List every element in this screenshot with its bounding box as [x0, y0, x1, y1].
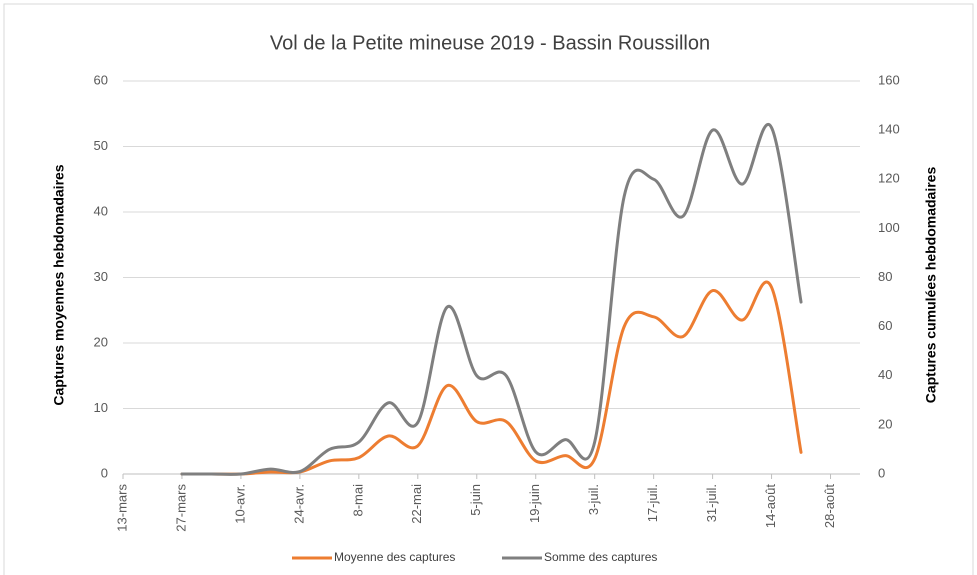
- x-tick-label: 28-août: [822, 484, 837, 528]
- y2-tick-label: 100: [878, 220, 900, 235]
- chart-frame: [3, 3, 974, 575]
- x-tick-label: 19-juin: [527, 484, 542, 523]
- legend-label: Moyenne des captures: [334, 550, 455, 564]
- x-tick-label: 31-juil.: [704, 484, 719, 522]
- y-tick-label: 20: [94, 334, 108, 349]
- y2-tick-label: 140: [878, 122, 900, 137]
- y2-tick-label: 20: [878, 416, 892, 431]
- x-tick-label: 22-mai: [409, 484, 424, 524]
- y2-tick-label: 160: [878, 72, 900, 87]
- y2-axis-title: Captures cumulées hebdomadaires: [923, 167, 939, 404]
- y-axis-title: Captures moyennes hebdomadaires: [51, 164, 67, 405]
- y-tick-label: 10: [94, 400, 108, 415]
- y-tick-label: 30: [94, 269, 108, 284]
- y-tick-label: 0: [101, 465, 108, 480]
- x-tick-label: 24-avr.: [291, 484, 306, 524]
- x-tick-label: 5-juin: [468, 484, 483, 516]
- y2-tick-label: 80: [878, 269, 892, 284]
- x-tick-label: 3-juil.: [586, 484, 601, 515]
- x-tick-label: 27-mars: [173, 484, 188, 532]
- x-tick-label: 10-avr.: [232, 484, 247, 524]
- y2-tick-label: 0: [878, 465, 885, 480]
- x-tick-label: 13-mars: [114, 484, 129, 532]
- y-tick-label: 50: [94, 138, 108, 153]
- x-tick-label: 14-août: [763, 484, 778, 528]
- y2-tick-label: 60: [878, 318, 892, 333]
- y-tick-label: 40: [94, 203, 108, 218]
- series-line: [180, 123, 803, 476]
- x-tick-label: 17-juil.: [645, 484, 660, 522]
- y2-tick-label: 120: [878, 171, 900, 186]
- x-tick-label: 8-mai: [350, 484, 365, 517]
- legend-label: Somme des captures: [544, 550, 657, 564]
- y-tick-label: 60: [94, 72, 108, 87]
- chart-title: Vol de la Petite mineuse 2019 - Bassin R…: [270, 32, 710, 54]
- y2-tick-label: 40: [878, 367, 892, 382]
